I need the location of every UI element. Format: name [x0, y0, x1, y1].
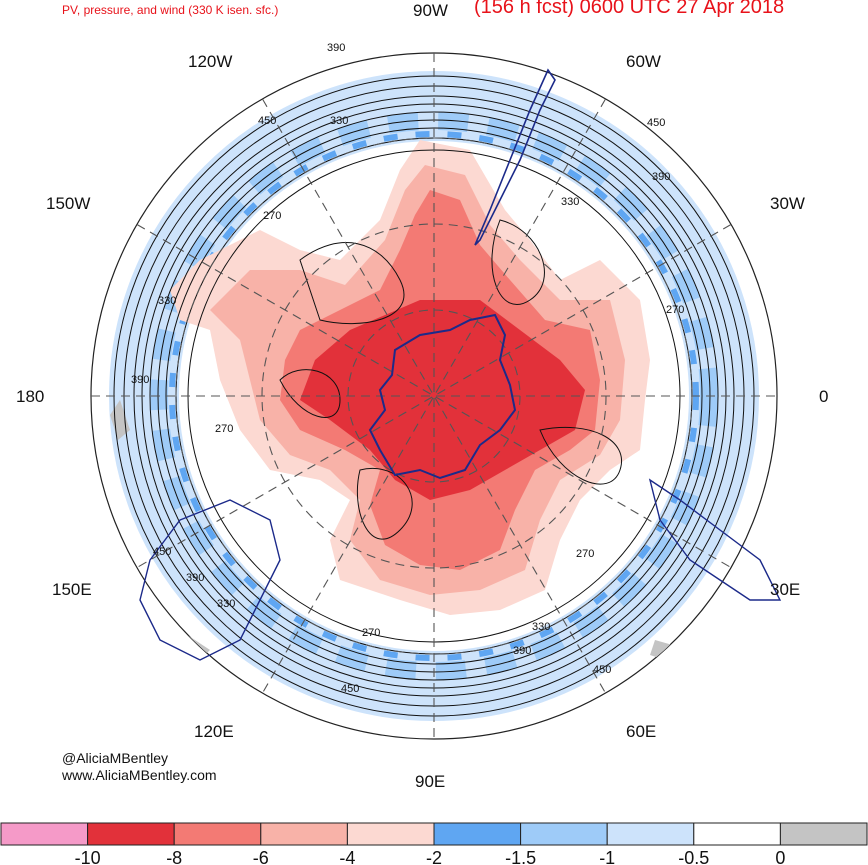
lon-label-30w: 30W: [770, 194, 805, 213]
contour-label: 330: [532, 621, 550, 633]
contour-label: 450: [647, 117, 665, 129]
africa-coastline: [648, 478, 782, 601]
contour-label: 450: [341, 683, 359, 695]
contour-label: 330: [217, 598, 235, 610]
lon-label-30e: 30E: [770, 580, 801, 599]
contour-label: 270: [362, 627, 380, 639]
lon-label-60e: 60E: [626, 722, 657, 741]
credit-handle: @AliciaMBentley: [62, 750, 169, 766]
contour-label: 390: [186, 572, 204, 584]
south-america-coastline: [474, 68, 556, 246]
lon-label-90w: 90W: [413, 1, 448, 20]
contour-label: 390: [513, 645, 531, 657]
contour-label: 450: [258, 115, 276, 127]
lon-label-90e: 90E: [415, 772, 446, 791]
map-title: PV, pressure, and wind (330 K isen. sfc.…: [62, 3, 279, 17]
contour-label: 270: [666, 304, 684, 316]
contour-label: 450: [593, 664, 611, 676]
lon-label-60w: 60W: [626, 52, 661, 71]
lon-label-180: 180: [16, 387, 45, 406]
lon-label-150w: 150W: [46, 194, 91, 213]
contour-label: 330: [330, 115, 348, 127]
lon-label-150e: 150E: [52, 580, 92, 599]
credit: @AliciaMBentley www.AliciaMBentley.com: [62, 750, 217, 784]
contour-label: 330: [561, 196, 579, 208]
contour-label: 270: [263, 210, 281, 222]
lon-label-120e: 120E: [194, 722, 234, 741]
graticule: [91, 53, 777, 739]
credit-website: www.AliciaMBentley.com: [62, 767, 217, 783]
contour-labels: 390 450 330 270 330 390 270 270 330 390 …: [131, 42, 684, 695]
lon-label-0: 0: [819, 387, 829, 406]
forecast-title: (156 h fcst) 0600 UTC 27 Apr 2018: [474, 0, 785, 18]
contour-label: 330: [158, 295, 176, 307]
contour-label: 390: [327, 42, 345, 54]
contour-label: 390: [131, 374, 149, 386]
lon-label-120w: 120W: [188, 52, 233, 71]
contour-label: 270: [576, 548, 594, 560]
contour-label: 390: [652, 171, 670, 183]
australia-coastline: [139, 499, 281, 661]
contour-label: 270: [215, 423, 233, 435]
antarctica-coastline: [368, 313, 517, 480]
contour-label: 450: [153, 546, 171, 558]
